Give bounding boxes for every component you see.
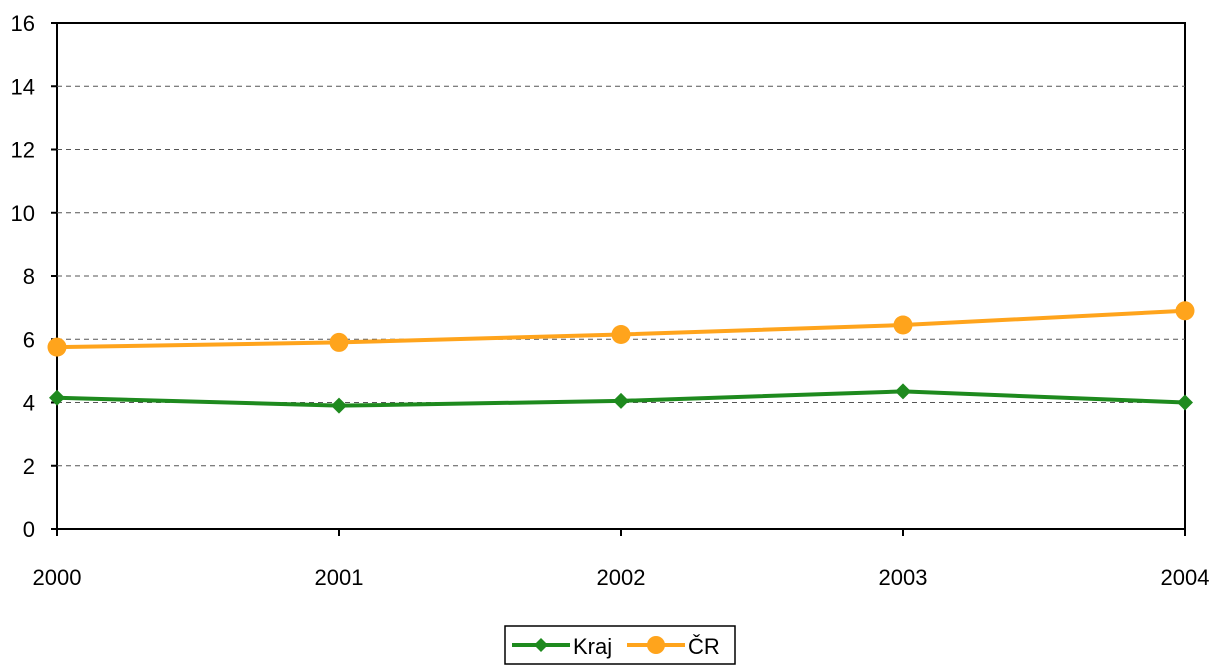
y-axis-ticks: 0 2 4 6 8 10 12 14 16	[11, 11, 57, 542]
y-tick-label: 14	[11, 74, 35, 99]
data-point-marker	[331, 397, 347, 414]
data-point-marker	[895, 383, 911, 400]
data-point-marker	[1177, 394, 1193, 411]
x-tick-label: 2004	[1161, 565, 1210, 590]
legend-kraj-marker	[534, 638, 548, 652]
legend-kraj-label: Kraj	[573, 634, 612, 659]
x-axis-ticks: 2000 2001 2002 2003 2004	[33, 529, 1210, 590]
x-tick-label: 2002	[597, 565, 646, 590]
data-point-marker	[613, 392, 629, 409]
data-point-marker	[49, 389, 65, 406]
data-point-marker	[329, 332, 349, 352]
y-tick-label: 8	[23, 264, 35, 289]
y-tick-label: 4	[23, 391, 35, 416]
y-tick-label: 0	[23, 517, 35, 542]
y-tick-label: 10	[11, 201, 35, 226]
gridlines	[57, 85, 1185, 467]
y-tick-label: 12	[11, 138, 35, 163]
legend: Kraj ČR	[504, 625, 736, 665]
legend-cr-label: ČR	[688, 634, 720, 659]
x-tick-label: 2000	[33, 565, 82, 590]
data-point-marker	[893, 315, 913, 335]
data-point-marker	[47, 337, 67, 357]
series-group	[47, 301, 1195, 414]
data-point-marker	[1175, 301, 1195, 321]
data-point-marker	[611, 325, 631, 345]
legend-cr-marker	[647, 636, 665, 654]
y-tick-label: 2	[23, 454, 35, 479]
x-tick-label: 2003	[879, 565, 928, 590]
x-tick-label: 2001	[315, 565, 364, 590]
y-tick-label: 6	[23, 327, 35, 352]
y-tick-label: 16	[11, 11, 35, 36]
